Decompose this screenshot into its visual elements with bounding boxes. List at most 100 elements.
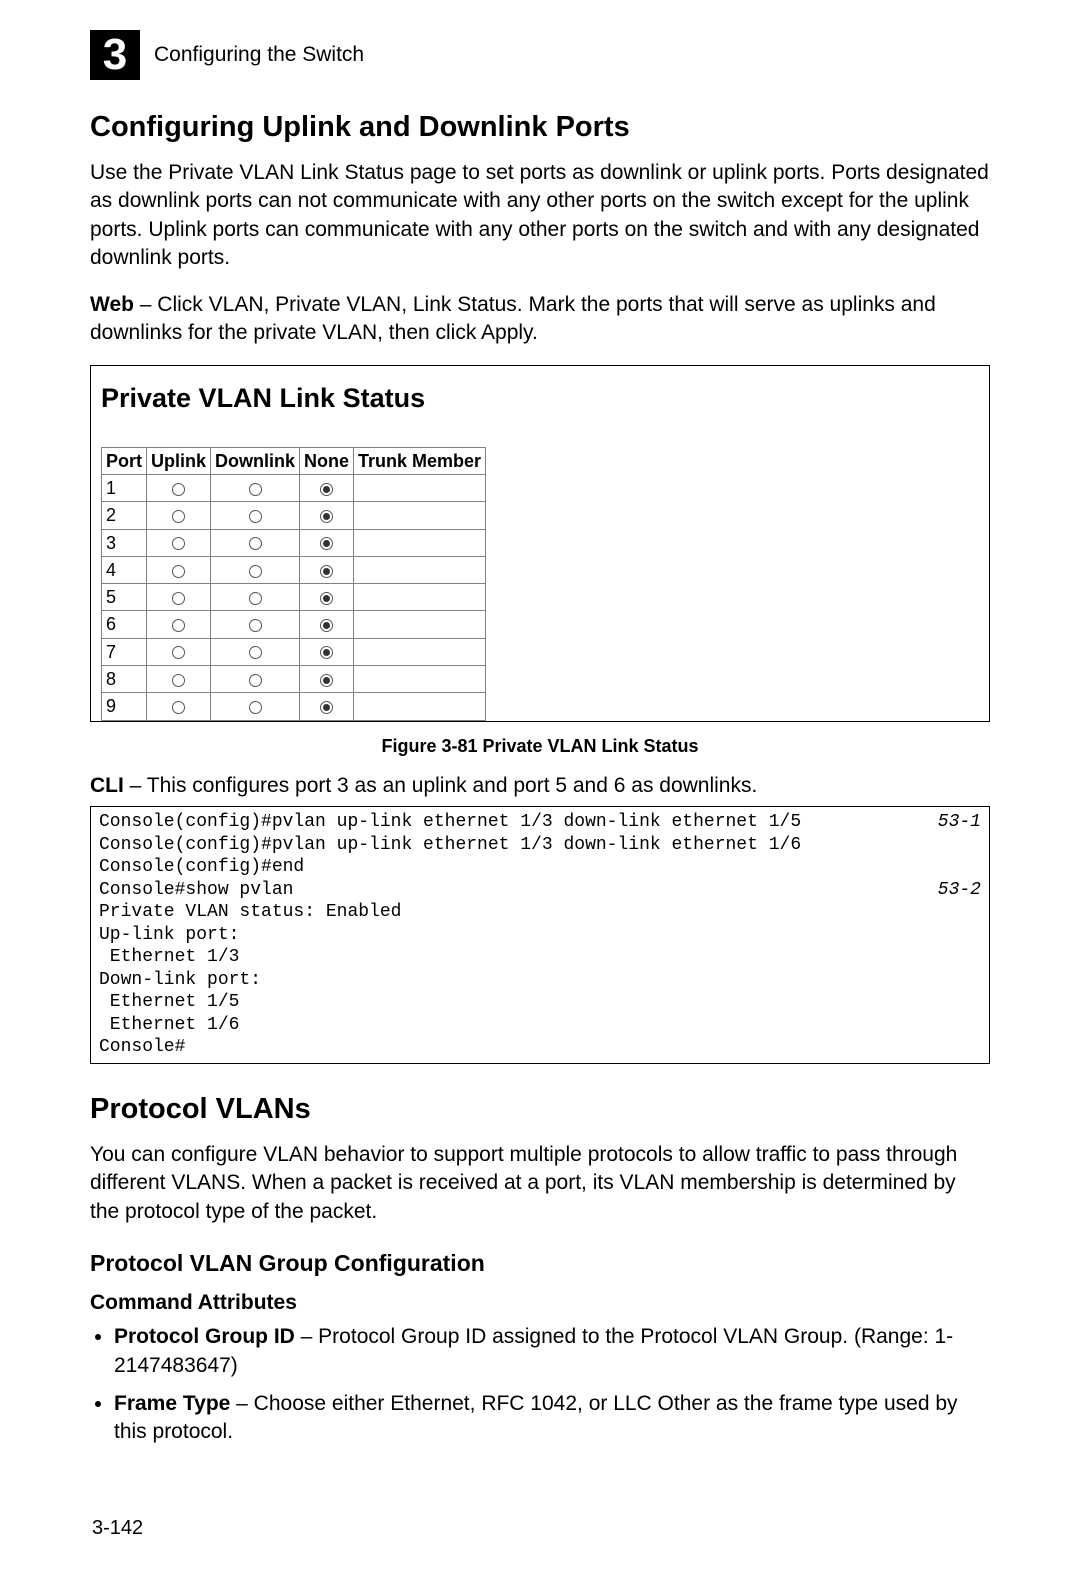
radio-uplink[interactable] (172, 646, 185, 659)
radio-cell (300, 611, 354, 638)
radio-cell (300, 638, 354, 665)
radio-cell (300, 474, 354, 501)
radio-cell (211, 529, 300, 556)
radio-uplink[interactable] (172, 619, 185, 632)
pvlan-table: PortUplinkDownlinkNoneTrunk Member123456… (101, 447, 486, 721)
radio-cell (211, 638, 300, 665)
radio-none[interactable] (320, 483, 333, 496)
port-cell: 2 (102, 502, 147, 529)
radio-cell (147, 502, 211, 529)
cli-output-box: Console(config)#pvlan up-link ethernet 1… (90, 806, 990, 1064)
trunk-member-cell (354, 474, 486, 501)
radio-downlink[interactable] (249, 483, 262, 496)
cli-line: Console#show pvlan 53-2 (99, 879, 981, 902)
figure-panel-title: Private VLAN Link Status (101, 380, 979, 416)
cli-text: Ethernet 1/6 (99, 1014, 239, 1037)
cli-line: Console(config)#pvlan up-link ethernet 1… (99, 834, 981, 857)
radio-none[interactable] (320, 565, 333, 578)
radio-none[interactable] (320, 537, 333, 550)
radio-none[interactable] (320, 592, 333, 605)
radio-cell (147, 474, 211, 501)
web-label: Web (90, 293, 134, 316)
radio-downlink[interactable] (249, 646, 262, 659)
cli-text: Console#show pvlan (99, 879, 293, 902)
table-header: Port (102, 447, 147, 474)
radio-downlink[interactable] (249, 537, 262, 550)
attr-desc: – Choose either Ethernet, RFC 1042, or L… (114, 1392, 958, 1443)
section-title-uplink-downlink: Configuring Uplink and Downlink Ports (90, 108, 990, 147)
command-attributes-heading: Command Attributes (90, 1289, 990, 1317)
trunk-member-cell (354, 666, 486, 693)
list-item: Protocol Group ID – Protocol Group ID as… (114, 1323, 990, 1380)
radio-downlink[interactable] (249, 674, 262, 687)
radio-cell (300, 529, 354, 556)
radio-cell (147, 693, 211, 720)
radio-none[interactable] (320, 674, 333, 687)
cli-text: Console(config)#pvlan up-link ethernet 1… (99, 811, 801, 834)
web-instructions: Web – Click VLAN, Private VLAN, Link Sta… (90, 291, 990, 348)
trunk-member-cell (354, 693, 486, 720)
cli-text: Console(config)#end (99, 856, 304, 879)
radio-cell (300, 556, 354, 583)
table-header: Downlink (211, 447, 300, 474)
radio-cell (211, 502, 300, 529)
radio-downlink[interactable] (249, 701, 262, 714)
radio-downlink[interactable] (249, 592, 262, 605)
radio-downlink[interactable] (249, 510, 262, 523)
cli-line: Up-link port: (99, 924, 981, 947)
port-cell: 4 (102, 556, 147, 583)
radio-none[interactable] (320, 619, 333, 632)
radio-cell (211, 584, 300, 611)
trunk-member-cell (354, 638, 486, 665)
table-row: 3 (102, 529, 486, 556)
protocol-vlans-intro: You can configure VLAN behavior to suppo… (90, 1141, 990, 1226)
chapter-title: Configuring the Switch (154, 41, 364, 69)
table-row: 7 (102, 638, 486, 665)
table-row: 4 (102, 556, 486, 583)
cli-ref: 53-2 (938, 879, 981, 902)
page-number: 3-142 (92, 1515, 143, 1542)
port-cell: 1 (102, 474, 147, 501)
table-row: 9 (102, 693, 486, 720)
trunk-member-cell (354, 584, 486, 611)
section-title-protocol-vlans: Protocol VLANs (90, 1090, 990, 1129)
radio-cell (300, 502, 354, 529)
radio-uplink[interactable] (172, 537, 185, 550)
table-row: 2 (102, 502, 486, 529)
trunk-member-cell (354, 611, 486, 638)
subsection-title: Protocol VLAN Group Configuration (90, 1248, 990, 1279)
cli-text: Ethernet 1/5 (99, 991, 239, 1014)
table-row: 6 (102, 611, 486, 638)
trunk-member-cell (354, 529, 486, 556)
radio-none[interactable] (320, 646, 333, 659)
radio-downlink[interactable] (249, 619, 262, 632)
radio-downlink[interactable] (249, 565, 262, 578)
radio-cell (211, 474, 300, 501)
radio-cell (300, 584, 354, 611)
radio-cell (147, 611, 211, 638)
cli-label: CLI (90, 774, 124, 797)
port-cell: 7 (102, 638, 147, 665)
radio-cell (147, 584, 211, 611)
radio-cell (300, 666, 354, 693)
radio-cell (147, 638, 211, 665)
radio-uplink[interactable] (172, 701, 185, 714)
table-header: Uplink (147, 447, 211, 474)
radio-none[interactable] (320, 510, 333, 523)
radio-uplink[interactable] (172, 592, 185, 605)
cli-description: CLI – This configures port 3 as an uplin… (90, 772, 990, 800)
cli-line: Ethernet 1/6 (99, 1014, 981, 1037)
radio-cell (211, 666, 300, 693)
cli-line: Private VLAN status: Enabled (99, 901, 981, 924)
radio-uplink[interactable] (172, 483, 185, 496)
radio-uplink[interactable] (172, 510, 185, 523)
radio-uplink[interactable] (172, 565, 185, 578)
table-header: Trunk Member (354, 447, 486, 474)
figure-panel: Private VLAN Link Status PortUplinkDownl… (90, 365, 990, 721)
web-text: – Click VLAN, Private VLAN, Link Status.… (90, 293, 936, 344)
cli-line: Console(config)#pvlan up-link ethernet 1… (99, 811, 981, 834)
cli-line: Down-link port: (99, 969, 981, 992)
radio-uplink[interactable] (172, 674, 185, 687)
cli-line: Console(config)#end (99, 856, 981, 879)
radio-none[interactable] (320, 701, 333, 714)
